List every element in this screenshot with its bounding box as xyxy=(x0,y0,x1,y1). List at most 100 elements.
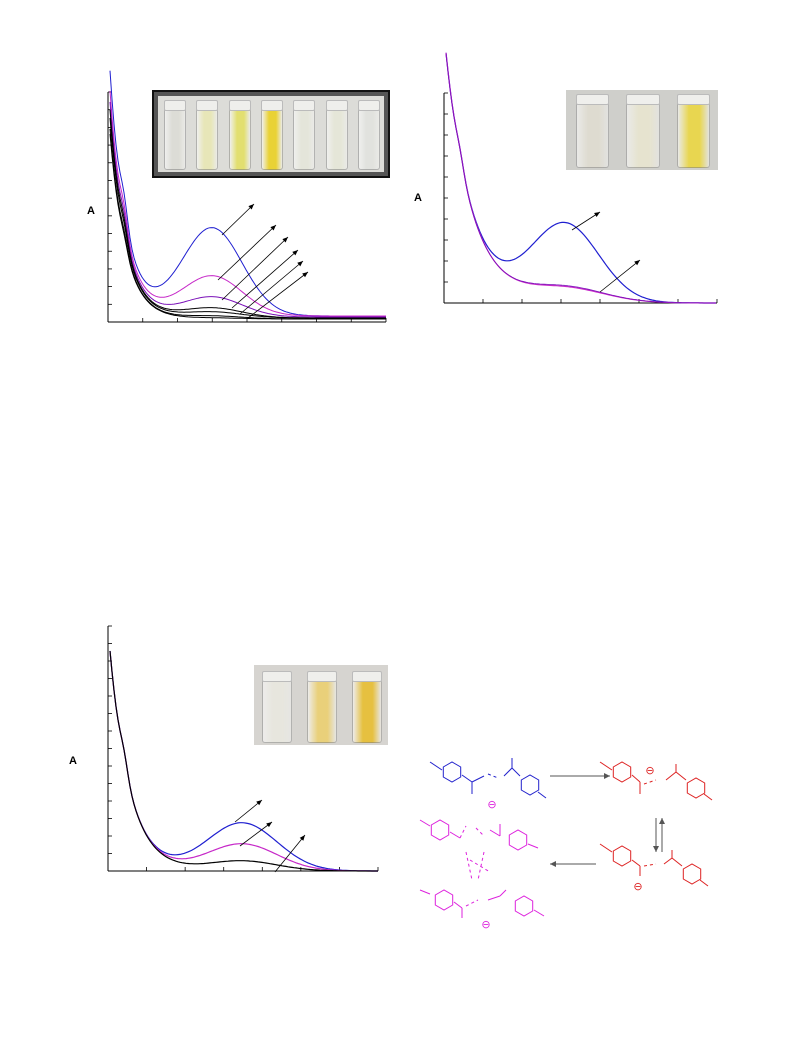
bond xyxy=(453,901,463,909)
vial xyxy=(164,108,187,170)
benzene-ring xyxy=(508,829,528,851)
growth-arrow xyxy=(239,260,304,315)
vial-cap xyxy=(676,94,711,105)
vial xyxy=(293,108,316,170)
equilibrium-arrow-head xyxy=(659,818,665,824)
vial-cap xyxy=(293,100,316,111)
bond xyxy=(487,773,499,779)
bridge-bond xyxy=(465,851,473,881)
bond xyxy=(671,857,683,867)
bridge-bond xyxy=(469,859,491,873)
methyl-bond xyxy=(599,843,613,853)
absorbance-chart-a xyxy=(107,70,387,323)
benzene-ring xyxy=(514,895,534,917)
methyl-bond xyxy=(419,889,431,895)
bond xyxy=(459,825,467,839)
growth-arrow-head xyxy=(292,250,298,256)
growth-arrow-head xyxy=(297,261,303,267)
y-axis-label-c: A xyxy=(69,755,77,767)
reaction-arrow-head xyxy=(550,861,556,867)
benzene-ring xyxy=(434,889,454,911)
negative-charge-icon: ⊖ xyxy=(487,798,496,811)
benzene-ring xyxy=(686,777,706,799)
vial-row-c xyxy=(254,665,388,745)
y-axis-label-b: A xyxy=(414,192,422,204)
vial-cap xyxy=(196,100,219,111)
vial-cap xyxy=(575,94,610,105)
spectrum-curve xyxy=(445,53,716,304)
growth-arrow-head xyxy=(256,800,262,806)
growth-arrow xyxy=(239,821,273,847)
bridge-bond xyxy=(477,851,485,881)
vial-photo-b xyxy=(566,90,718,170)
negative-charge-icon: ⊖ xyxy=(645,764,654,777)
benzene-ring xyxy=(612,761,632,783)
bond xyxy=(631,859,641,867)
growth-arrow-head xyxy=(248,204,254,210)
bond xyxy=(489,829,501,837)
reaction-arrow-head xyxy=(604,773,610,779)
growth-arrow xyxy=(571,211,601,231)
vial xyxy=(351,679,382,743)
absorbance-chart-b xyxy=(443,52,718,304)
vial xyxy=(325,108,348,170)
spectrum-panel-a: A xyxy=(0,0,400,340)
growth-arrow xyxy=(231,249,299,309)
vial xyxy=(196,108,219,170)
methyl-bond xyxy=(527,843,539,849)
growth-arrow-head xyxy=(282,237,288,243)
vial xyxy=(357,108,380,170)
vial xyxy=(676,102,711,168)
bond xyxy=(511,767,521,777)
vial-photo-c xyxy=(254,665,388,745)
benzene-ring xyxy=(442,761,462,783)
reaction-scheme: ⊖ ⊖ ⊖ ⊖ xyxy=(419,758,713,931)
spectrum-curve xyxy=(109,650,378,872)
bond xyxy=(631,774,641,783)
vial-photo-a xyxy=(152,90,390,178)
methyl-bond xyxy=(599,761,613,771)
benzene-ring xyxy=(682,863,702,885)
growth-arrow xyxy=(221,203,255,236)
bond xyxy=(663,857,673,865)
growth-arrow xyxy=(217,224,277,281)
bond xyxy=(449,831,461,839)
vial-cap xyxy=(260,100,283,111)
bond xyxy=(665,771,677,781)
vial-cap xyxy=(164,100,187,111)
growth-arrow-head xyxy=(270,225,276,231)
vial-cap xyxy=(307,671,337,682)
spectrum-curve xyxy=(109,90,386,317)
bond xyxy=(643,779,657,785)
methyl-bond xyxy=(703,793,713,801)
vial xyxy=(260,108,283,170)
bond xyxy=(475,827,485,837)
methyl-bond xyxy=(533,909,545,917)
methyl-bond xyxy=(419,819,431,827)
growth-arrow-head xyxy=(634,260,640,266)
growth-arrow xyxy=(247,271,309,319)
vial-cap xyxy=(626,94,660,105)
benzene-ring xyxy=(612,845,632,867)
growth-arrow-head xyxy=(594,212,600,217)
absorbance-chart-c xyxy=(107,625,379,873)
growth-arrow xyxy=(234,799,263,823)
vial-cap xyxy=(228,100,251,111)
vial xyxy=(262,679,293,743)
vial-cap xyxy=(351,671,382,682)
y-axis-label-a: A xyxy=(87,205,95,217)
spectrum-curve xyxy=(109,650,378,872)
bond xyxy=(461,774,473,783)
growth-arrow-head xyxy=(302,272,308,278)
growth-arrow-head xyxy=(299,835,305,841)
bond xyxy=(471,775,485,783)
vial-row-b xyxy=(566,90,718,170)
bond xyxy=(465,899,479,907)
vial xyxy=(307,679,337,743)
vial-row-a xyxy=(158,96,384,172)
bond xyxy=(675,771,687,781)
vial xyxy=(228,108,251,170)
growth-arrow xyxy=(221,236,289,301)
vial-cap xyxy=(325,100,348,111)
vial-cap xyxy=(357,100,380,111)
